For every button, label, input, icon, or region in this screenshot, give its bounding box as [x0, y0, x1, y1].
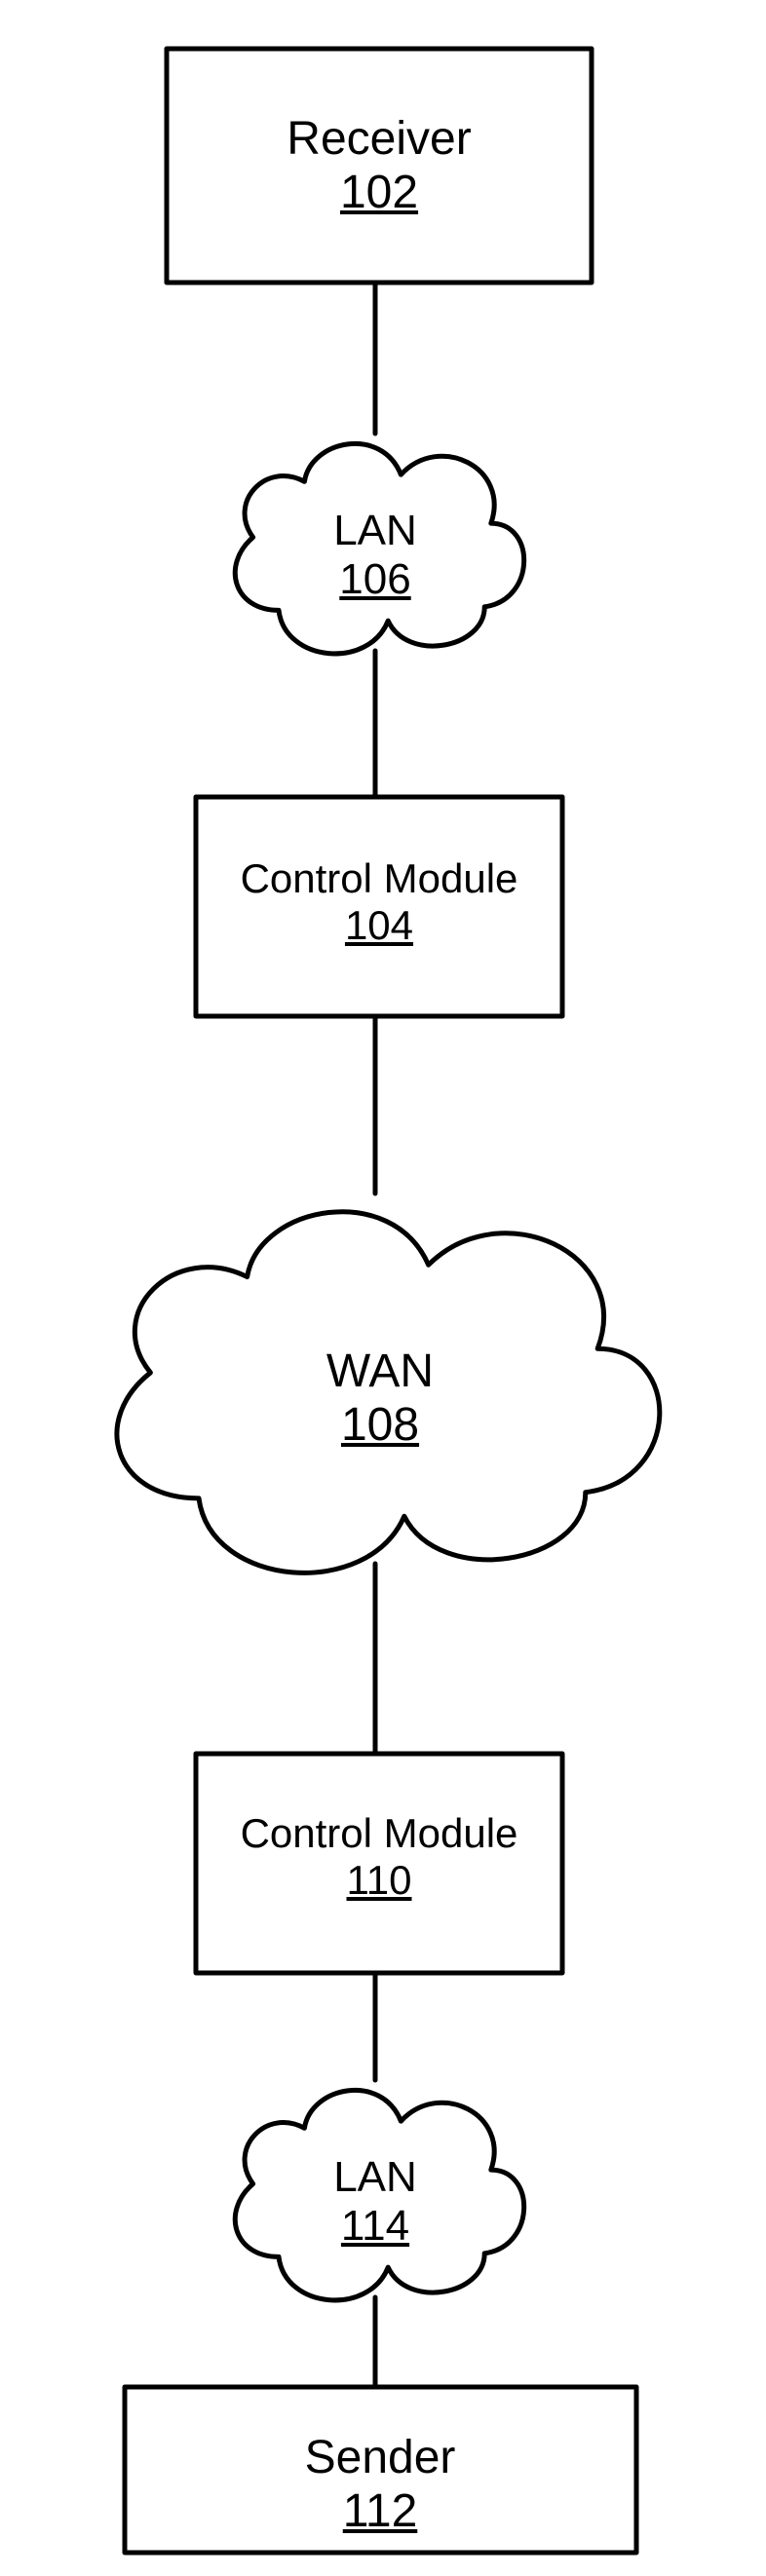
lan1-label: LAN: [132, 507, 619, 555]
cm2-ref: 110: [135, 1857, 623, 1904]
lan2-ref: 114: [132, 2202, 619, 2251]
lan1-node: LAN106: [132, 507, 619, 604]
cm2-label: Control Module: [135, 1810, 623, 1857]
cm1-ref: 104: [135, 902, 623, 949]
cm1-node: Control Module104: [135, 855, 623, 949]
lan2-node: LAN114: [132, 2153, 619, 2251]
sender-ref: 112: [136, 2484, 624, 2538]
lan2-label: LAN: [132, 2153, 619, 2202]
sender-node: Sender112: [136, 2431, 624, 2538]
sender-label: Sender: [136, 2431, 624, 2484]
wan-label: WAN: [136, 1345, 624, 1398]
lan1-ref: 106: [132, 555, 619, 604]
receiver-node: Receiver102: [135, 112, 623, 219]
diagram-canvas: Receiver102LAN106Control Module104WAN108…: [0, 0, 766, 2576]
cm1-label: Control Module: [135, 855, 623, 902]
wan-ref: 108: [136, 1398, 624, 1452]
wan-node: WAN108: [136, 1345, 624, 1452]
receiver-ref: 102: [135, 166, 623, 219]
cm2-node: Control Module110: [135, 1810, 623, 1904]
receiver-label: Receiver: [135, 112, 623, 166]
